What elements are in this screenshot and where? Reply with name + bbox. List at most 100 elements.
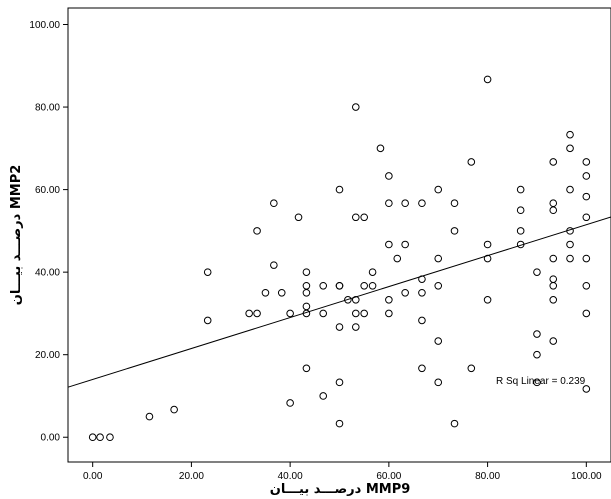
- data-point: [549, 295, 558, 304]
- data-point: [418, 275, 426, 283]
- data-point: [483, 75, 492, 84]
- data-point: [566, 144, 574, 153]
- data-point: [385, 199, 393, 208]
- data-point: [582, 281, 591, 290]
- data-point: [566, 130, 574, 139]
- data-point: [302, 364, 311, 373]
- data-point: [450, 227, 459, 235]
- x-tick-label: 60.00: [376, 471, 401, 482]
- data-point: [582, 158, 591, 166]
- y-tick-label: 20.00: [35, 350, 60, 361]
- data-point: [385, 172, 393, 180]
- data-point: [566, 185, 574, 194]
- data-point: [582, 309, 591, 318]
- data-point: [335, 323, 344, 331]
- data-point: [294, 213, 303, 222]
- data-point: [418, 199, 426, 208]
- data-point: [566, 254, 574, 263]
- data-point: [277, 288, 286, 297]
- y-tick-label: 100.00: [29, 20, 60, 31]
- data-point: [549, 158, 558, 166]
- y-tick-label: 80.00: [35, 103, 60, 114]
- data-point: [566, 240, 574, 249]
- data-point: [376, 144, 385, 153]
- data-point: [319, 392, 328, 400]
- data-point: [483, 254, 492, 263]
- data-point: [335, 185, 344, 194]
- y-tick-label: 0.00: [41, 433, 61, 444]
- data-point: [286, 309, 294, 318]
- data-point: [401, 288, 409, 297]
- y-axis-title: درصـــد بيـــان MMP2: [9, 165, 24, 306]
- data-point: [516, 227, 525, 235]
- x-tick-label: 20.00: [179, 471, 204, 482]
- data-point: [582, 385, 591, 393]
- data-point: [368, 281, 377, 290]
- data-point: [253, 227, 261, 235]
- data-point: [335, 419, 344, 428]
- data-point: [351, 213, 360, 222]
- data-point: [286, 399, 294, 407]
- data-point: [434, 337, 443, 345]
- data-point: [516, 240, 525, 249]
- data-point: [483, 295, 492, 304]
- data-point: [360, 281, 368, 290]
- data-point: [270, 199, 278, 208]
- data-point: [483, 240, 492, 249]
- data-point: [450, 199, 459, 208]
- data-point: [145, 412, 154, 421]
- x-axis-title: درصـــد بيـــان MMP9: [270, 482, 411, 497]
- r-squared-annotation: R Sq Linear = 0.239: [496, 376, 586, 387]
- data-point: [351, 295, 360, 304]
- data-point: [96, 433, 104, 442]
- data-point: [401, 199, 409, 208]
- data-point: [467, 364, 476, 373]
- x-tick-label: 80.00: [475, 471, 500, 482]
- data-point: [253, 309, 261, 318]
- data-point: [319, 281, 328, 290]
- data-point: [302, 288, 311, 297]
- data-point: [450, 419, 459, 428]
- data-point: [549, 254, 558, 263]
- data-point: [360, 213, 368, 222]
- data-point: [401, 240, 409, 249]
- x-tick-label: 0.00: [83, 471, 103, 482]
- data-point: [302, 309, 311, 318]
- data-point: [549, 337, 558, 345]
- data-point: [533, 378, 541, 387]
- data-point: [368, 268, 377, 276]
- data-point: [582, 213, 591, 222]
- data-point: [319, 309, 328, 318]
- data-point: [418, 316, 426, 325]
- data-point: [106, 433, 114, 442]
- data-point: [434, 185, 443, 194]
- data-point: [385, 240, 393, 249]
- data-point: [335, 378, 344, 387]
- data-point: [302, 268, 311, 276]
- data-points: [88, 75, 591, 442]
- data-point: [516, 185, 525, 194]
- data-point: [549, 281, 558, 290]
- data-point: [261, 288, 270, 297]
- data-point: [203, 316, 212, 325]
- data-point: [170, 405, 178, 414]
- data-point: [533, 330, 541, 338]
- data-point: [351, 103, 360, 111]
- data-point: [203, 268, 212, 276]
- data-point: [270, 261, 278, 269]
- data-point: [434, 378, 443, 387]
- data-point: [418, 364, 426, 373]
- data-point: [88, 433, 97, 442]
- y-tick-label: 60.00: [35, 185, 60, 196]
- data-point: [434, 281, 443, 290]
- data-point: [434, 254, 443, 263]
- data-point: [344, 295, 352, 304]
- data-point: [533, 268, 541, 276]
- y-tick-label: 40.00: [35, 268, 60, 279]
- plot-area: [67, 7, 611, 463]
- x-tick-label: 40.00: [278, 471, 303, 482]
- data-point: [566, 227, 574, 235]
- data-point: [582, 172, 591, 180]
- data-point: [467, 158, 476, 166]
